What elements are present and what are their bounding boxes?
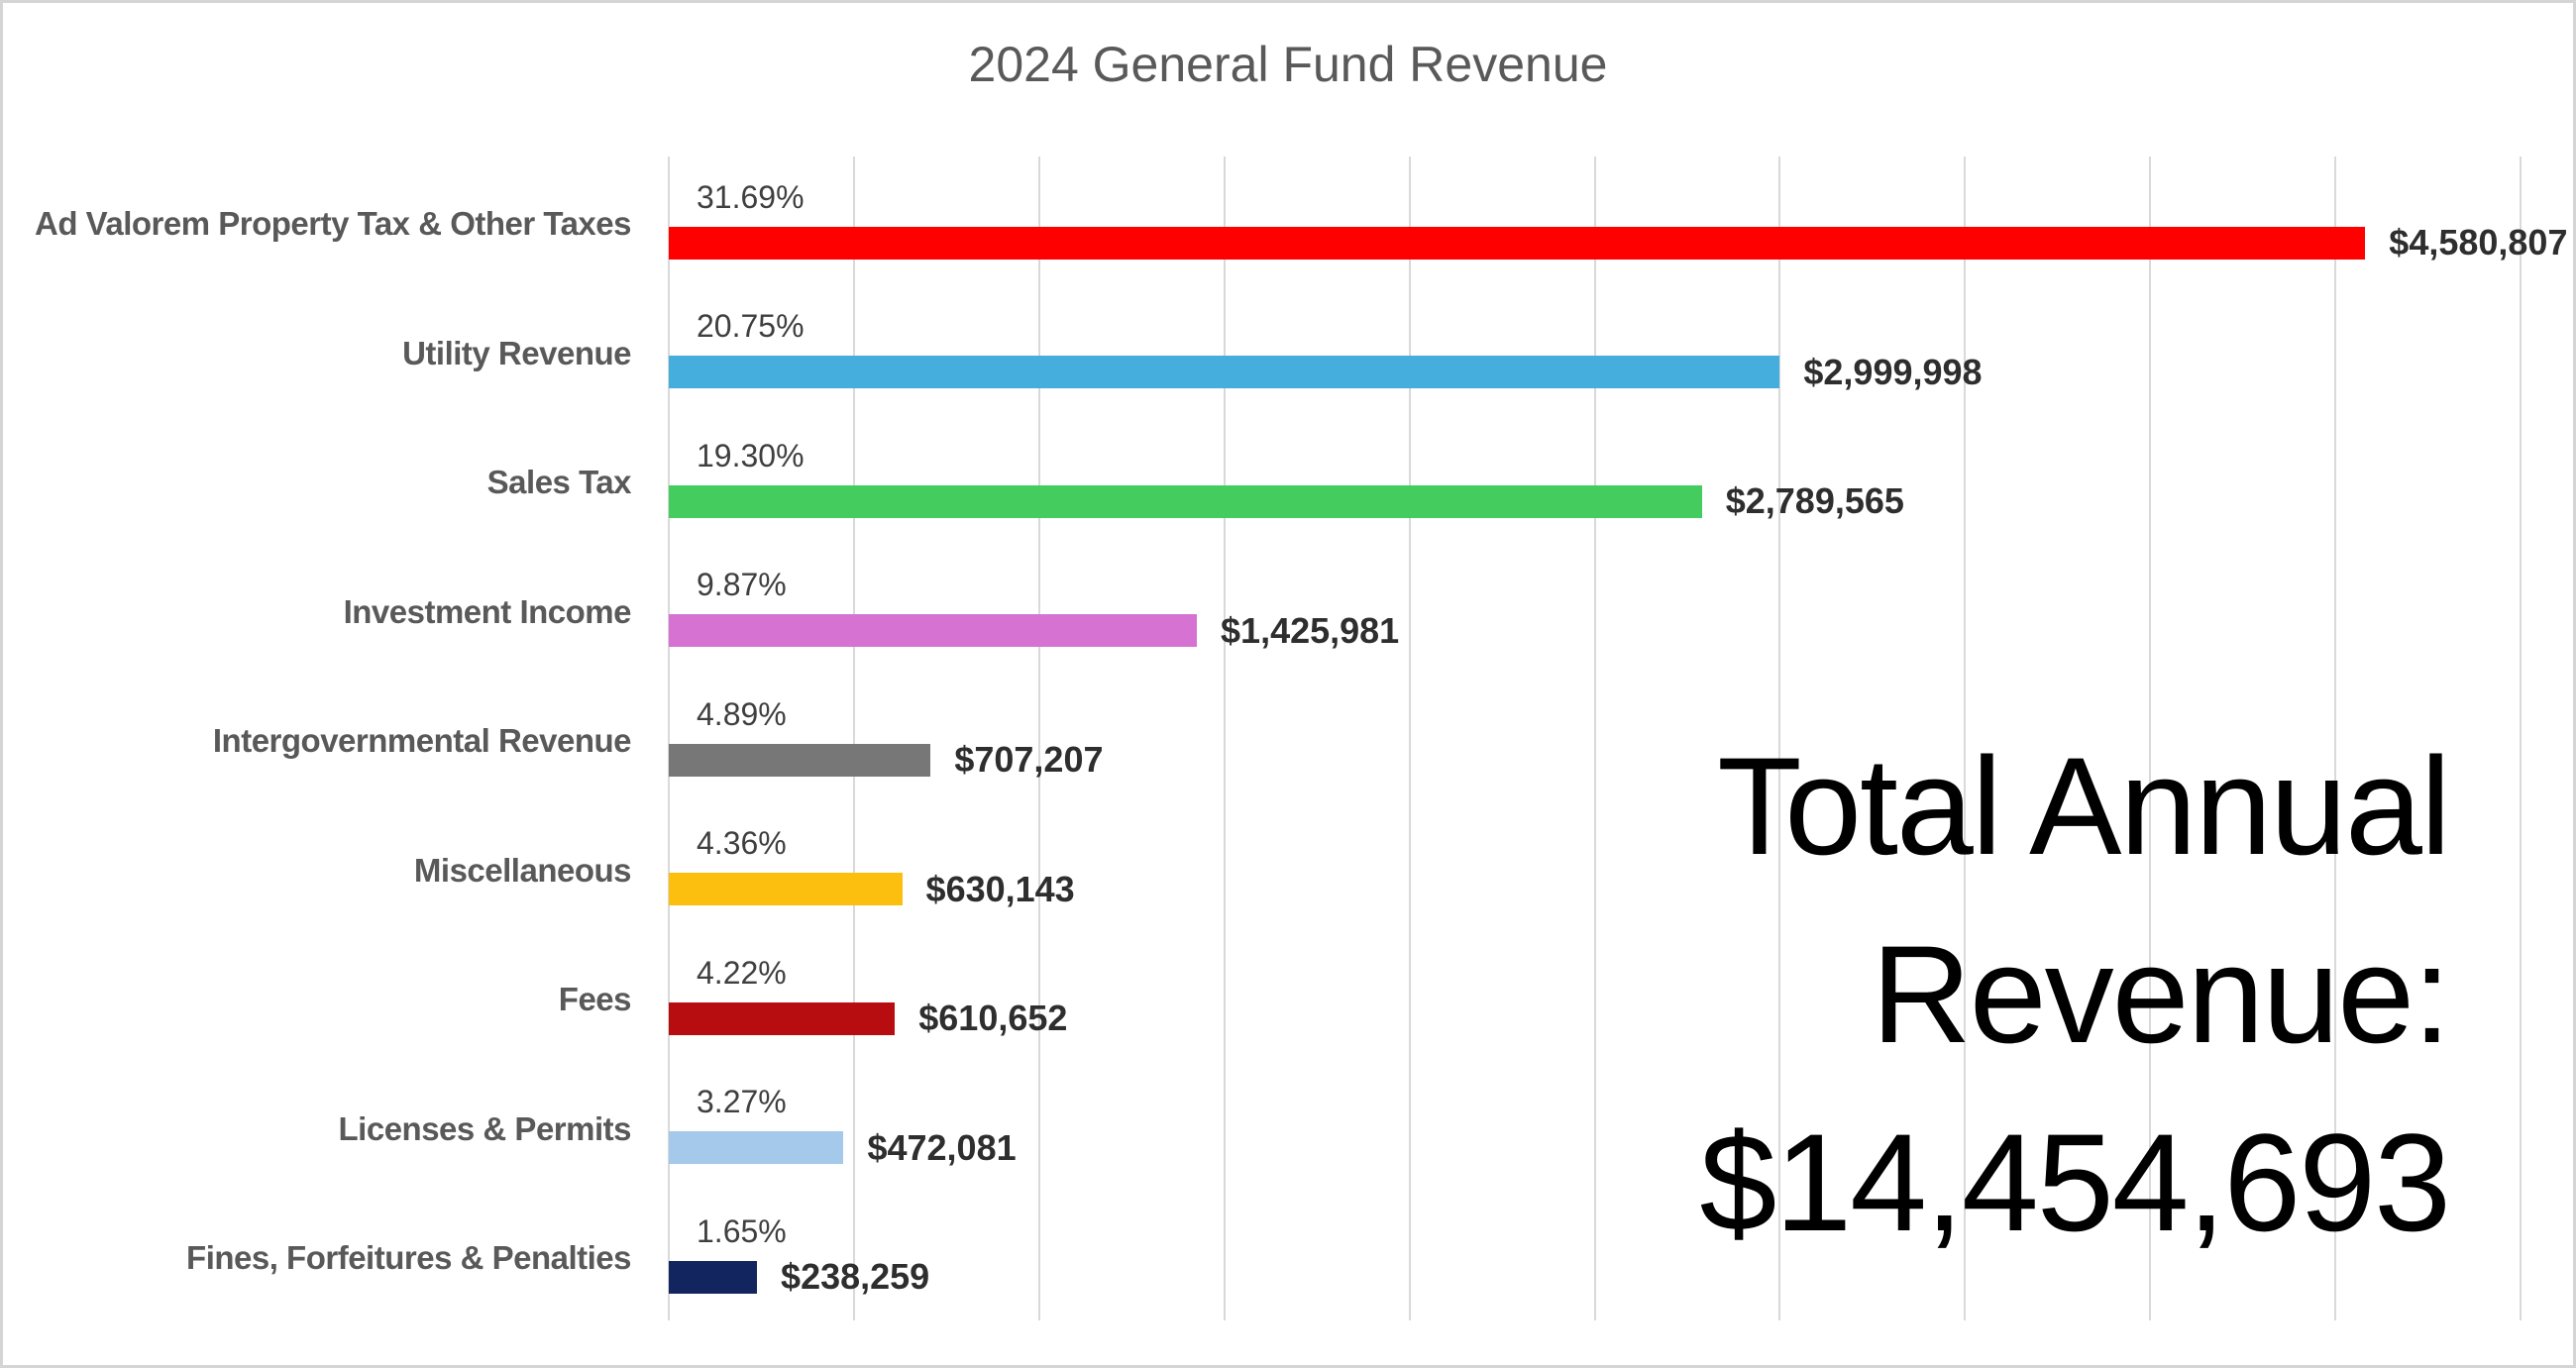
- gridline: [852, 157, 855, 1320]
- bar: [669, 356, 1780, 388]
- percent-data-label: 4.89%: [697, 695, 787, 732]
- percent-data-label: 4.22%: [697, 954, 787, 991]
- category-label: Fees: [558, 981, 632, 1017]
- gridline: [2334, 157, 2337, 1320]
- value-data-label: $472,081: [867, 1126, 1017, 1168]
- gridline: [1223, 157, 1226, 1320]
- bar: [669, 484, 1702, 518]
- total-line-2: Revenue:: [1871, 916, 2451, 1072]
- percent-data-label: 3.27%: [697, 1084, 787, 1119]
- bar: [669, 1260, 758, 1294]
- percent-data-label: 4.36%: [697, 825, 787, 861]
- gridline: [1408, 157, 1411, 1320]
- value-data-label: $610,652: [918, 998, 1068, 1038]
- category-label: Utility Revenue: [402, 334, 631, 371]
- value-data-label: $707,207: [954, 739, 1104, 780]
- percent-data-label: 31.69%: [697, 178, 805, 215]
- category-label: Fines, Forfeitures & Penalties: [186, 1239, 631, 1276]
- bar: [669, 873, 903, 905]
- bar: [669, 226, 2366, 260]
- total-line-1: Total Annual: [1717, 728, 2451, 884]
- total-annual-revenue: Total Annual Revenue: $14,454,693: [1699, 712, 2451, 1277]
- bar: [669, 614, 1198, 647]
- percent-data-label: 19.30%: [697, 437, 805, 474]
- plot-area: [668, 157, 2522, 1320]
- value-data-label: $630,143: [925, 868, 1075, 909]
- percent-data-label: 20.75%: [697, 308, 805, 344]
- bar-rows: Ad Valorem Property Tax & Other Taxes 31.…: [3, 3, 2573, 1365]
- gridline: [1778, 157, 1781, 1320]
- chart-title: 2024 General Fund Revenue: [968, 37, 1608, 92]
- percent-data-label: 1.65%: [697, 1212, 787, 1249]
- category-label: Sales Tax: [486, 464, 632, 500]
- gridline: [1964, 157, 1967, 1320]
- category-label: Ad Valorem Property Tax & Other Taxes: [35, 205, 632, 242]
- bar: [669, 1001, 896, 1035]
- gridline: [2520, 157, 2522, 1320]
- category-label: Miscellaneous: [413, 851, 632, 889]
- percent-data-label: 9.87%: [697, 567, 787, 602]
- gridline: [1037, 157, 1040, 1320]
- value-data-label: $238,259: [781, 1256, 930, 1297]
- value-data-label: $4,580,807: [2389, 222, 2568, 263]
- value-data-label: $1,425,981: [1221, 609, 1400, 651]
- category-label: Intergovernmental Revenue: [212, 722, 632, 759]
- category-label: Licenses & Permits: [338, 1109, 632, 1147]
- bar: [669, 1131, 844, 1164]
- bar: [669, 743, 931, 777]
- category-label: Investment Income: [343, 592, 632, 630]
- value-data-label: $2,999,998: [1803, 351, 1983, 392]
- gridline: [668, 157, 670, 1320]
- value-data-label: $2,789,565: [1725, 480, 1904, 521]
- gridline: [1593, 157, 1596, 1320]
- total-line-3: $14,454,693: [1699, 1105, 2451, 1260]
- gridline: [2149, 157, 2152, 1320]
